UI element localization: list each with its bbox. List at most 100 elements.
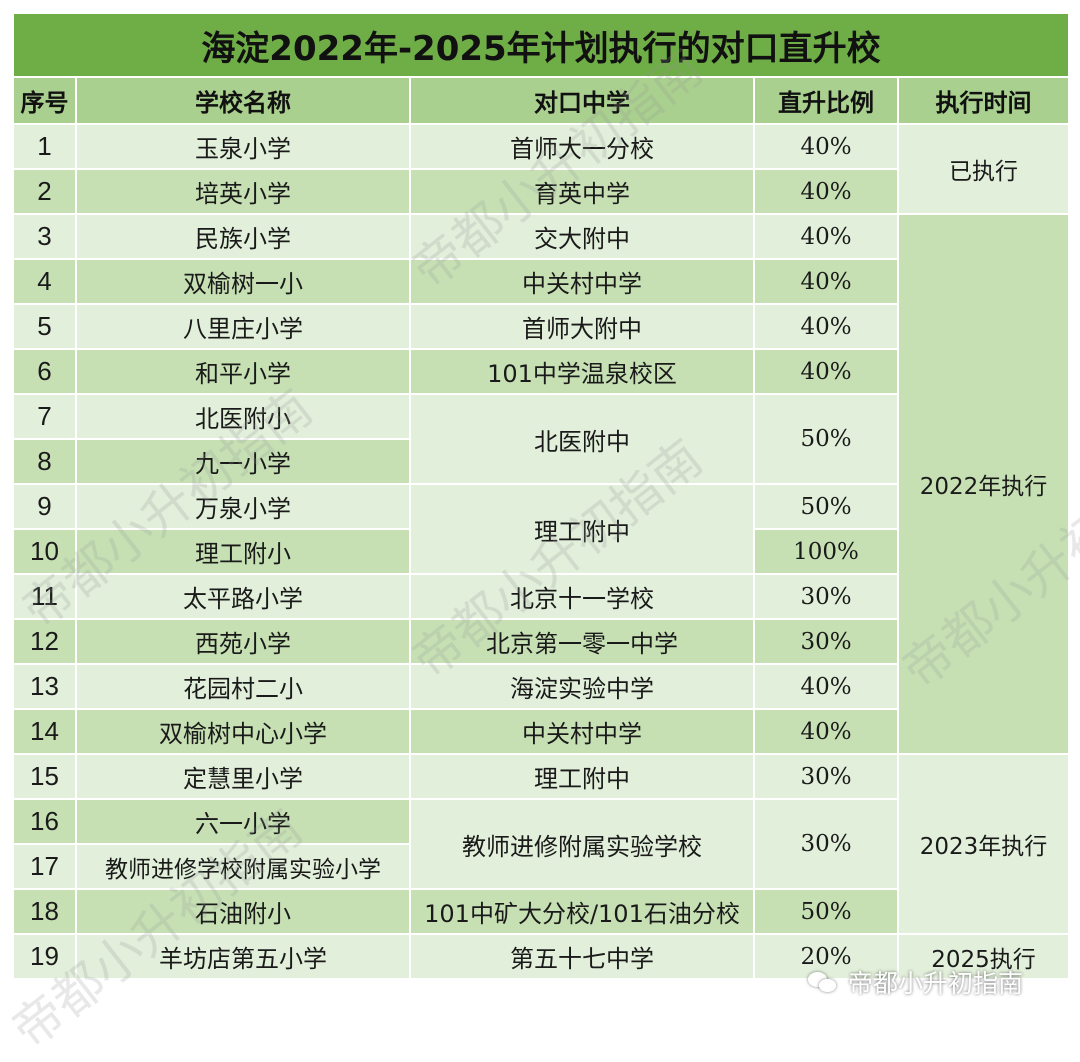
table-row: 5 八里庄小学 首师大附中 40% <box>12 303 1069 350</box>
ratio: 40% <box>753 213 899 260</box>
ratio: 40% <box>753 168 899 215</box>
table-row: 8 九一小学 <box>12 438 1069 485</box>
row-number: 15 <box>12 753 77 800</box>
row-number: 3 <box>12 213 77 260</box>
table-row: 16 六一小学 教师进修附属实验学校 30% <box>12 798 1069 890</box>
ratio: 50% <box>753 483 899 530</box>
school-name: 北医附小 <box>75 393 411 440</box>
table-row: 2 培英小学 育英中学 40% <box>12 168 1069 215</box>
middle-school: 教师进修附属实验学校 <box>409 798 755 890</box>
middle-school: 理工附中 <box>409 753 755 800</box>
ratio: 30% <box>753 573 899 620</box>
school-name: 六一小学 <box>75 798 411 845</box>
ratio: 40% <box>753 303 899 350</box>
header-ratio: 直升比例 <box>753 76 899 125</box>
row-number: 11 <box>12 573 77 620</box>
middle-school: 中关村中学 <box>409 258 755 305</box>
middle-school: 北京第一零一中学 <box>409 618 755 665</box>
row-number: 2 <box>12 168 77 215</box>
middle-school: 育英中学 <box>409 168 755 215</box>
row-number: 9 <box>12 483 77 530</box>
execution-time: 2025执行 <box>897 933 1070 980</box>
row-number: 19 <box>12 933 77 980</box>
row-number: 6 <box>12 348 77 395</box>
row-number: 10 <box>12 528 77 575</box>
ratio: 40% <box>753 708 899 755</box>
school-name: 教师进修学校附属实验小学 <box>75 843 411 890</box>
school-name: 石油附小 <box>75 888 411 935</box>
ratio: 40% <box>753 348 899 395</box>
ratio: 40% <box>753 123 899 170</box>
ratio: 50% <box>753 888 899 935</box>
school-name: 西苑小学 <box>75 618 411 665</box>
ratio: 30% <box>753 798 899 890</box>
school-name: 和平小学 <box>75 348 411 395</box>
table-row: 10 理工附小 100% <box>12 528 1069 575</box>
row-number: 18 <box>12 888 77 935</box>
school-name: 定慧里小学 <box>75 753 411 800</box>
middle-school: 101中学温泉校区 <box>409 348 755 395</box>
wechat-icon <box>808 970 838 994</box>
school-name: 民族小学 <box>75 213 411 260</box>
row-number: 12 <box>12 618 77 665</box>
school-name: 培英小学 <box>75 168 411 215</box>
table-row: 19 羊坊店第五小学 第五十七中学 20% 2025执行 <box>12 933 1070 980</box>
school-name: 玉泉小学 <box>75 123 411 170</box>
table-row: 15 定慧里小学 理工附中 30% 2023年执行 <box>12 753 1070 935</box>
school-name: 太平路小学 <box>75 573 411 620</box>
table-row: 4 双榆树一小 中关村中学 40% <box>12 258 1069 305</box>
wechat-account-name: 帝都小升初指南 <box>848 969 1024 998</box>
table-row: 18 石油附小 101中矿大分校/101石油分校 50% <box>12 888 1069 935</box>
ratio: 100% <box>753 528 899 575</box>
school-name: 花园村二小 <box>75 663 411 710</box>
row-number: 4 <box>12 258 77 305</box>
table-row: 1 玉泉小学 首师大一分校 40% 已执行 <box>12 123 1070 215</box>
row-number: 13 <box>12 663 77 710</box>
middle-school: 首师大附中 <box>409 303 755 350</box>
middle-school: 中关村中学 <box>409 708 755 755</box>
row-number: 1 <box>12 123 77 170</box>
middle-school: 首师大一分校 <box>409 123 755 170</box>
middle-school: 理工附中 <box>409 483 755 575</box>
execution-time: 2023年执行 <box>897 753 1070 935</box>
row-number: 16 <box>12 798 77 845</box>
header-school: 学校名称 <box>75 76 411 125</box>
wechat-account-badge: 帝都小升初指南 <box>808 962 1023 1002</box>
school-name: 八里庄小学 <box>75 303 411 350</box>
ratio: 40% <box>753 663 899 710</box>
execution-time: 已执行 <box>897 123 1070 215</box>
school-name: 双榆树中心小学 <box>75 708 411 755</box>
table-row: 11 太平路小学 北京十一学校 30% <box>12 573 1069 620</box>
school-name: 双榆树一小 <box>75 258 411 305</box>
middle-school: 北医附中 <box>409 393 755 485</box>
execution-time: 2022年执行 <box>897 213 1070 755</box>
schools-table-sheet: 海淀2022年-2025年计划执行的对口直升校 序号 学校名称 对口中学 直升比… <box>12 12 1070 980</box>
ratio: 50% <box>753 393 899 485</box>
table-row: 7 北医附小 北医附中 50% <box>12 393 1069 485</box>
ratio: 30% <box>753 753 899 800</box>
school-name: 万泉小学 <box>75 483 411 530</box>
row-number: 17 <box>12 843 77 890</box>
header-no: 序号 <box>12 76 77 125</box>
ratio: 40% <box>753 258 899 305</box>
row-number: 14 <box>12 708 77 755</box>
table-row: 3 民族小学 交大附中 40% 2022年执行 <box>12 213 1070 755</box>
table-row: 12 西苑小学 北京第一零一中学 30% <box>12 618 1069 665</box>
header-middle-school: 对口中学 <box>409 76 755 125</box>
table-row: 14 双榆树中心小学 中关村中学 40% <box>12 708 1069 755</box>
table-row: 6 和平小学 101中学温泉校区 40% <box>12 348 1069 395</box>
table-title: 海淀2022年-2025年计划执行的对口直升校 <box>12 12 1070 78</box>
middle-school: 交大附中 <box>409 213 755 260</box>
middle-school: 北京十一学校 <box>409 573 755 620</box>
table-row: 17 教师进修学校附属实验小学 <box>12 843 1069 890</box>
school-name: 理工附小 <box>75 528 411 575</box>
table-row: 13 花园村二小 海淀实验中学 40% <box>12 663 1069 710</box>
row-number: 5 <box>12 303 77 350</box>
row-number: 8 <box>12 438 77 485</box>
header-time: 执行时间 <box>897 76 1070 125</box>
school-name: 九一小学 <box>75 438 411 485</box>
middle-school: 海淀实验中学 <box>409 663 755 710</box>
schools-table: 海淀2022年-2025年计划执行的对口直升校 序号 学校名称 对口中学 直升比… <box>12 12 1070 980</box>
ratio: 20% <box>753 933 899 980</box>
middle-school: 第五十七中学 <box>409 933 755 980</box>
